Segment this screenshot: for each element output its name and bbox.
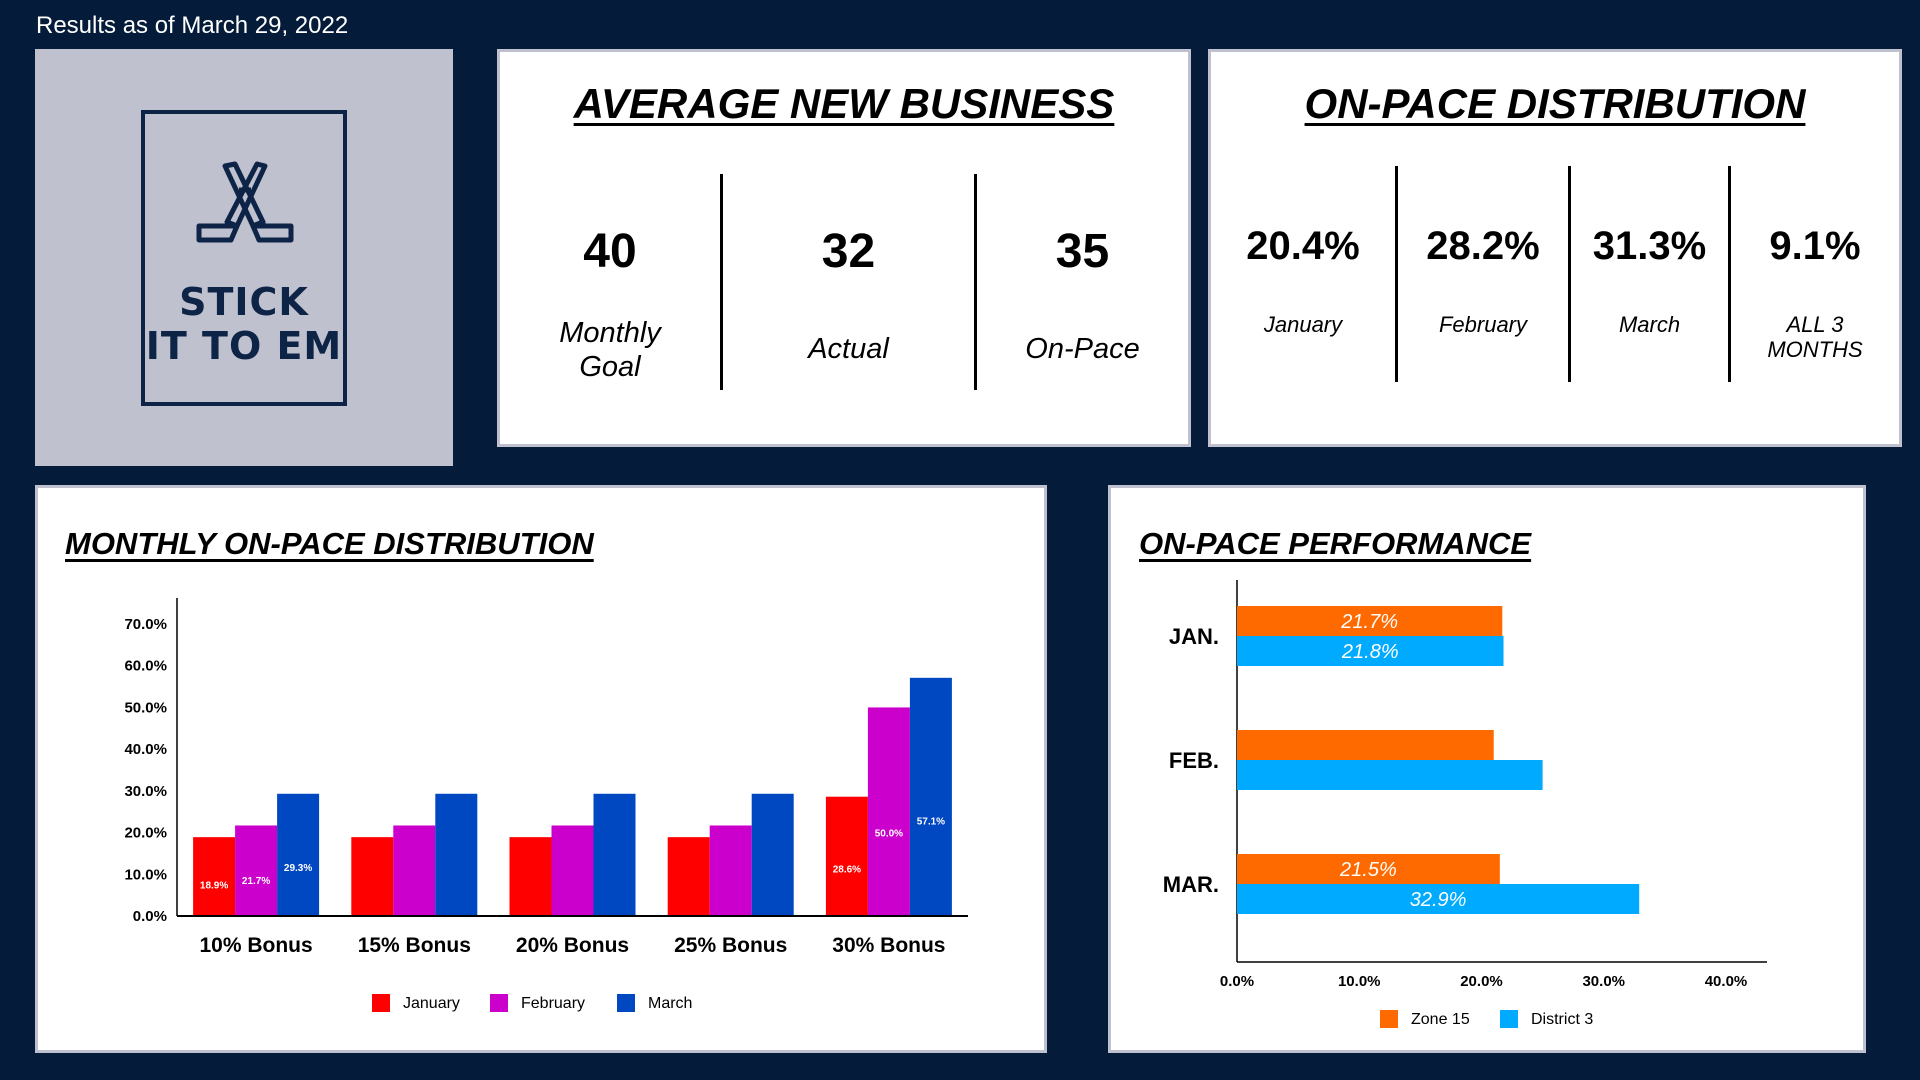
kpi-divider-2 bbox=[974, 174, 977, 390]
bar-march bbox=[593, 793, 636, 916]
average-new-business-panel: AVERAGE NEW BUSINESS 40 Monthly Goal 32 … bbox=[497, 49, 1191, 447]
bar-data-label: 29.3% bbox=[284, 863, 312, 874]
on-pace-performance-chart-panel: ON-PACE PERFORMANCE 0.0% 10.0% 20.0% 30.0% 4… bbox=[1108, 485, 1866, 1053]
all-3-months-pct-label: ALL 3 MONTHS bbox=[1767, 312, 1863, 362]
bar-zone-15 bbox=[1237, 854, 1500, 884]
bar-february bbox=[867, 707, 910, 916]
x-tick-label: 0.0% bbox=[1220, 973, 1254, 990]
legend-label-february: February bbox=[521, 995, 585, 1012]
monthly-goal-value: 40 bbox=[583, 225, 637, 278]
y-category-label: MAR. bbox=[1163, 872, 1219, 897]
x-tick-label: 10.0% bbox=[1338, 973, 1381, 990]
y-tick-label: 0.0% bbox=[133, 908, 167, 925]
bar-february bbox=[235, 825, 278, 916]
y-category-label: FEB. bbox=[1169, 748, 1219, 773]
bar-data-label: 21.5% bbox=[1339, 859, 1397, 881]
hockey-sticks-icon bbox=[196, 161, 294, 243]
actual-value: 32 bbox=[821, 225, 876, 278]
on-pace-label: On-Pace bbox=[1025, 333, 1140, 365]
january-pct-value: 20.4% bbox=[1246, 224, 1360, 268]
legend-label-january: January bbox=[403, 995, 460, 1012]
legend-label-march: March bbox=[648, 995, 692, 1012]
bar-data-label: 50.0% bbox=[875, 829, 903, 840]
legend-swatch-january bbox=[372, 994, 390, 1012]
actual-label: Actual bbox=[808, 333, 889, 365]
march-pct-value: 31.3% bbox=[1592, 224, 1707, 268]
bar-district-3 bbox=[1237, 884, 1640, 914]
x-category-label: 25% Bonus bbox=[674, 934, 787, 957]
y-tick-label: 30.0% bbox=[124, 783, 167, 800]
bar-data-label: 21.7% bbox=[1340, 611, 1398, 633]
bar-january bbox=[193, 837, 236, 916]
bar-district-3 bbox=[1237, 760, 1543, 790]
bar-january bbox=[351, 837, 394, 916]
logo-frame: STICK IT TO EM bbox=[141, 110, 347, 406]
bar-data-label: 28.6% bbox=[833, 864, 861, 875]
bar-data-label: 57.1% bbox=[917, 817, 945, 828]
on-pace-value: 35 bbox=[1055, 225, 1110, 278]
legend-swatch-district-3 bbox=[1500, 1010, 1518, 1028]
x-tick-label: 40.0% bbox=[1705, 973, 1748, 990]
x-category-label: 20% Bonus bbox=[516, 934, 629, 957]
x-tick-label: 30.0% bbox=[1582, 973, 1625, 990]
bar-february bbox=[709, 825, 752, 916]
bar-february bbox=[393, 825, 436, 916]
on-pace-performance-bar-chart: 0.0% 10.0% 20.0% 30.0% 40.0% 21.7% 21.8% JAN. FE… bbox=[1163, 580, 1767, 1028]
bar-zone-15 bbox=[1237, 606, 1503, 636]
x-tick-label: 20.0% bbox=[1460, 973, 1503, 990]
monthly-on-pace-chart-title: MONTHLY ON-PACE DISTRIBUTION bbox=[65, 526, 594, 561]
monthly-on-pace-bar-chart: 0.0% 10.0% 20.0% 30.0% 40.0% 50.0% 60.0% 70.0% 1… bbox=[124, 598, 968, 1012]
average-new-business-title: AVERAGE NEW BUSINESS bbox=[573, 80, 1115, 127]
bar-data-label: 21.7% bbox=[242, 876, 270, 887]
y-tick-label: 70.0% bbox=[124, 616, 167, 633]
legend-label-district-3: District 3 bbox=[1531, 1011, 1593, 1028]
bar-zone-15 bbox=[1237, 730, 1494, 760]
bar-january bbox=[509, 837, 552, 916]
bar-january bbox=[825, 796, 868, 916]
on-pace-distribution-title: ON-PACE DISTRIBUTION bbox=[1304, 80, 1806, 127]
x-category-label: 15% Bonus bbox=[358, 934, 471, 957]
x-category-label: 10% Bonus bbox=[199, 934, 312, 957]
bar-data-label: 21.8% bbox=[1341, 641, 1399, 663]
x-category-label: 30% Bonus bbox=[832, 934, 945, 957]
monthly-goal-label: Monthly Goal bbox=[559, 317, 661, 383]
y-tick-label: 60.0% bbox=[124, 658, 167, 675]
legend-label-zone-15: Zone 15 bbox=[1411, 1011, 1470, 1028]
y-tick-label: 40.0% bbox=[124, 741, 167, 758]
january-pct-label: January bbox=[1263, 312, 1343, 337]
bar-march bbox=[435, 793, 478, 916]
bar-data-label: 18.9% bbox=[200, 880, 228, 891]
bar-march bbox=[751, 793, 794, 916]
dist-divider-1 bbox=[1395, 166, 1398, 382]
dist-divider-3 bbox=[1728, 166, 1731, 382]
bar-district-3 bbox=[1237, 636, 1504, 666]
legend-swatch-march bbox=[617, 994, 635, 1012]
all-3-months-pct-value: 9.1% bbox=[1769, 224, 1861, 268]
bar-february bbox=[551, 825, 594, 916]
on-pace-performance-chart-title: ON-PACE PERFORMANCE bbox=[1139, 526, 1532, 561]
kpi-divider-1 bbox=[720, 174, 723, 390]
bar-march bbox=[277, 793, 320, 916]
y-category-label: JAN. bbox=[1169, 624, 1219, 649]
y-tick-label: 10.0% bbox=[124, 866, 167, 883]
y-tick-label: 50.0% bbox=[124, 699, 167, 716]
monthly-on-pace-chart-panel: MONTHLY ON-PACE DISTRIBUTION 0.0% 10.0% 20… bbox=[35, 485, 1047, 1053]
legend-swatch-february bbox=[490, 994, 508, 1012]
results-as-of-text: Results as of March 29, 2022 bbox=[36, 12, 349, 39]
on-pace-distribution-panel: ON-PACE DISTRIBUTION 20.4% January 28.2%… bbox=[1208, 49, 1902, 447]
bar-march bbox=[909, 677, 952, 916]
march-pct-label: March bbox=[1618, 312, 1681, 337]
bar-data-label: 32.9% bbox=[1410, 889, 1467, 911]
legend-swatch-zone-15 bbox=[1380, 1010, 1398, 1028]
dist-divider-2 bbox=[1568, 166, 1571, 382]
y-tick-label: 20.0% bbox=[124, 825, 167, 842]
february-pct-label: February bbox=[1438, 312, 1528, 337]
logo-text-line1: STICK bbox=[179, 280, 309, 324]
logo-panel: STICK IT TO EM bbox=[35, 49, 453, 466]
logo-text-line2: IT TO EM bbox=[145, 324, 343, 368]
february-pct-value: 28.2% bbox=[1426, 224, 1540, 268]
bar-january bbox=[667, 837, 710, 916]
